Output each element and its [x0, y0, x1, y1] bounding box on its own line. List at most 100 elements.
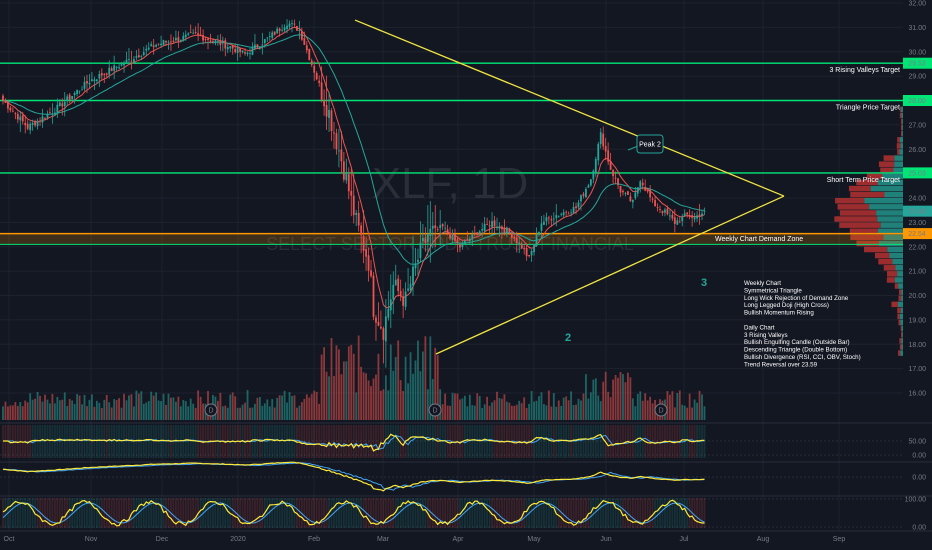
candle-body — [446, 229, 449, 234]
volume-bar — [268, 406, 271, 420]
volume-bar — [328, 376, 330, 420]
panel-shade-bar — [221, 498, 224, 528]
panel-shade-bar — [641, 498, 644, 528]
candle-body — [172, 40, 175, 42]
panel-shade-bar — [73, 498, 76, 528]
panel-shade-bar — [330, 425, 333, 458]
month-tick-label: Feb — [308, 536, 320, 543]
volume-profile-buy — [901, 344, 903, 350]
dividend-marker-circle — [654, 403, 668, 417]
volume-profile-sell — [894, 283, 899, 289]
candle-body — [261, 44, 264, 46]
panel-shade-bar — [155, 498, 158, 528]
dividend-marker-label: D — [432, 408, 437, 415]
panel-shade-bar — [555, 425, 558, 458]
panel-shade-bar — [214, 498, 217, 528]
panel-shade-bar — [696, 498, 698, 528]
time-axis[interactable]: Oct Nov Dec 2020 Feb Mar Apr May Jun Jul Aug Sep — [0, 530, 932, 550]
volume-profile-buy — [893, 167, 903, 174]
panel-shade-bar — [288, 498, 291, 528]
panel-shade-bar — [372, 425, 375, 458]
price-tick-label: 17.00 — [908, 366, 926, 373]
panel-shade-bar — [340, 425, 343, 458]
panel-shade-bar — [187, 498, 190, 528]
panel-shade-bar — [4, 498, 7, 528]
panel-shade-bar — [63, 425, 66, 458]
panel-shade-bar — [308, 425, 311, 458]
panel-shade-bar — [95, 425, 98, 458]
candle-body — [414, 263, 417, 269]
panel-shade-bar — [347, 425, 350, 458]
volume-bar — [434, 347, 437, 420]
volume-bar — [491, 402, 493, 420]
panel-shade-bar — [251, 498, 254, 528]
panel-shade-bar — [565, 425, 568, 458]
volume-bar — [308, 397, 311, 420]
candle-body — [16, 114, 19, 120]
panel-shade-bar — [394, 498, 397, 528]
volume-bar — [318, 403, 321, 420]
volume-profile-buy — [894, 155, 903, 161]
panel-shade-bar — [58, 425, 61, 458]
wave-label-3: 3 — [701, 277, 707, 289]
volume-bar — [557, 400, 560, 420]
candle-body — [209, 40, 212, 42]
panel-shade-bar — [491, 425, 493, 458]
price-axis[interactable]: 32.0031.0030.0029.0028.0027.0026.0025.00… — [903, 0, 932, 520]
volume-bar — [599, 401, 602, 420]
oscillator-panel-3[interactable]: 100.00 0.00 — [0, 495, 932, 532]
volume-profile-buy — [870, 185, 903, 192]
candle-body — [179, 39, 182, 42]
candle-body — [417, 259, 419, 263]
candle-body — [281, 29, 284, 31]
panel-main-line — [3, 433, 705, 452]
demand-zone-label: Weekly Chart Demand Zone — [715, 236, 803, 243]
volume-bar — [216, 400, 219, 420]
oscillator-panel-2[interactable]: 0.00 — [0, 461, 932, 492]
panel-shade-bar — [320, 498, 323, 528]
candle-body — [199, 34, 202, 37]
panel-shade-bar — [276, 425, 279, 458]
volume-bar — [239, 407, 242, 420]
volume-bar — [547, 390, 550, 420]
panel-shade-bar — [313, 425, 316, 458]
volume-bar — [31, 399, 34, 420]
panel-shade-bar — [370, 425, 372, 458]
volume-profile-sell — [901, 130, 903, 137]
volume-bar — [352, 353, 355, 420]
candle-body — [454, 234, 456, 241]
volume-profile-sell — [883, 265, 896, 271]
volume-bar — [95, 400, 98, 420]
volume-bar — [375, 374, 377, 420]
candle-body — [202, 35, 204, 41]
panel-shade-bar — [234, 498, 237, 528]
panel-shade-bar — [338, 498, 340, 528]
oscillator-panel-1[interactable]: 50.00 0.00 — [0, 422, 932, 460]
panel-shade-bar — [140, 498, 143, 528]
panel-tick-label: 0.00 — [912, 453, 926, 460]
panel-shade-bar — [473, 498, 476, 528]
panel-shade-bar — [594, 425, 597, 458]
candle-body — [491, 221, 493, 228]
volume-bar — [426, 389, 429, 420]
volume-bar — [473, 405, 476, 420]
panel-shade-bar — [399, 498, 402, 528]
candle-body — [303, 38, 306, 45]
volume-bar — [436, 355, 439, 420]
panel-shade-bar — [444, 425, 447, 458]
panel-shade-bar — [394, 425, 397, 458]
panel-shade-bar — [486, 498, 489, 528]
volume-bar — [518, 400, 521, 420]
volume-bar — [73, 403, 76, 420]
candle-body — [165, 40, 167, 43]
volume-bar — [86, 406, 88, 420]
price-pane[interactable]: XLF, 1D SELECT SECTOR SPDR TRUST FINANCI… — [0, 0, 903, 530]
panel-signal-line — [2, 502, 705, 524]
candle-body — [258, 47, 261, 49]
candle-body — [31, 122, 34, 125]
candle-body — [333, 132, 335, 134]
volume-profile-buy — [876, 210, 903, 216]
panel-shade-bar — [44, 498, 46, 528]
volume-bar — [170, 397, 172, 420]
